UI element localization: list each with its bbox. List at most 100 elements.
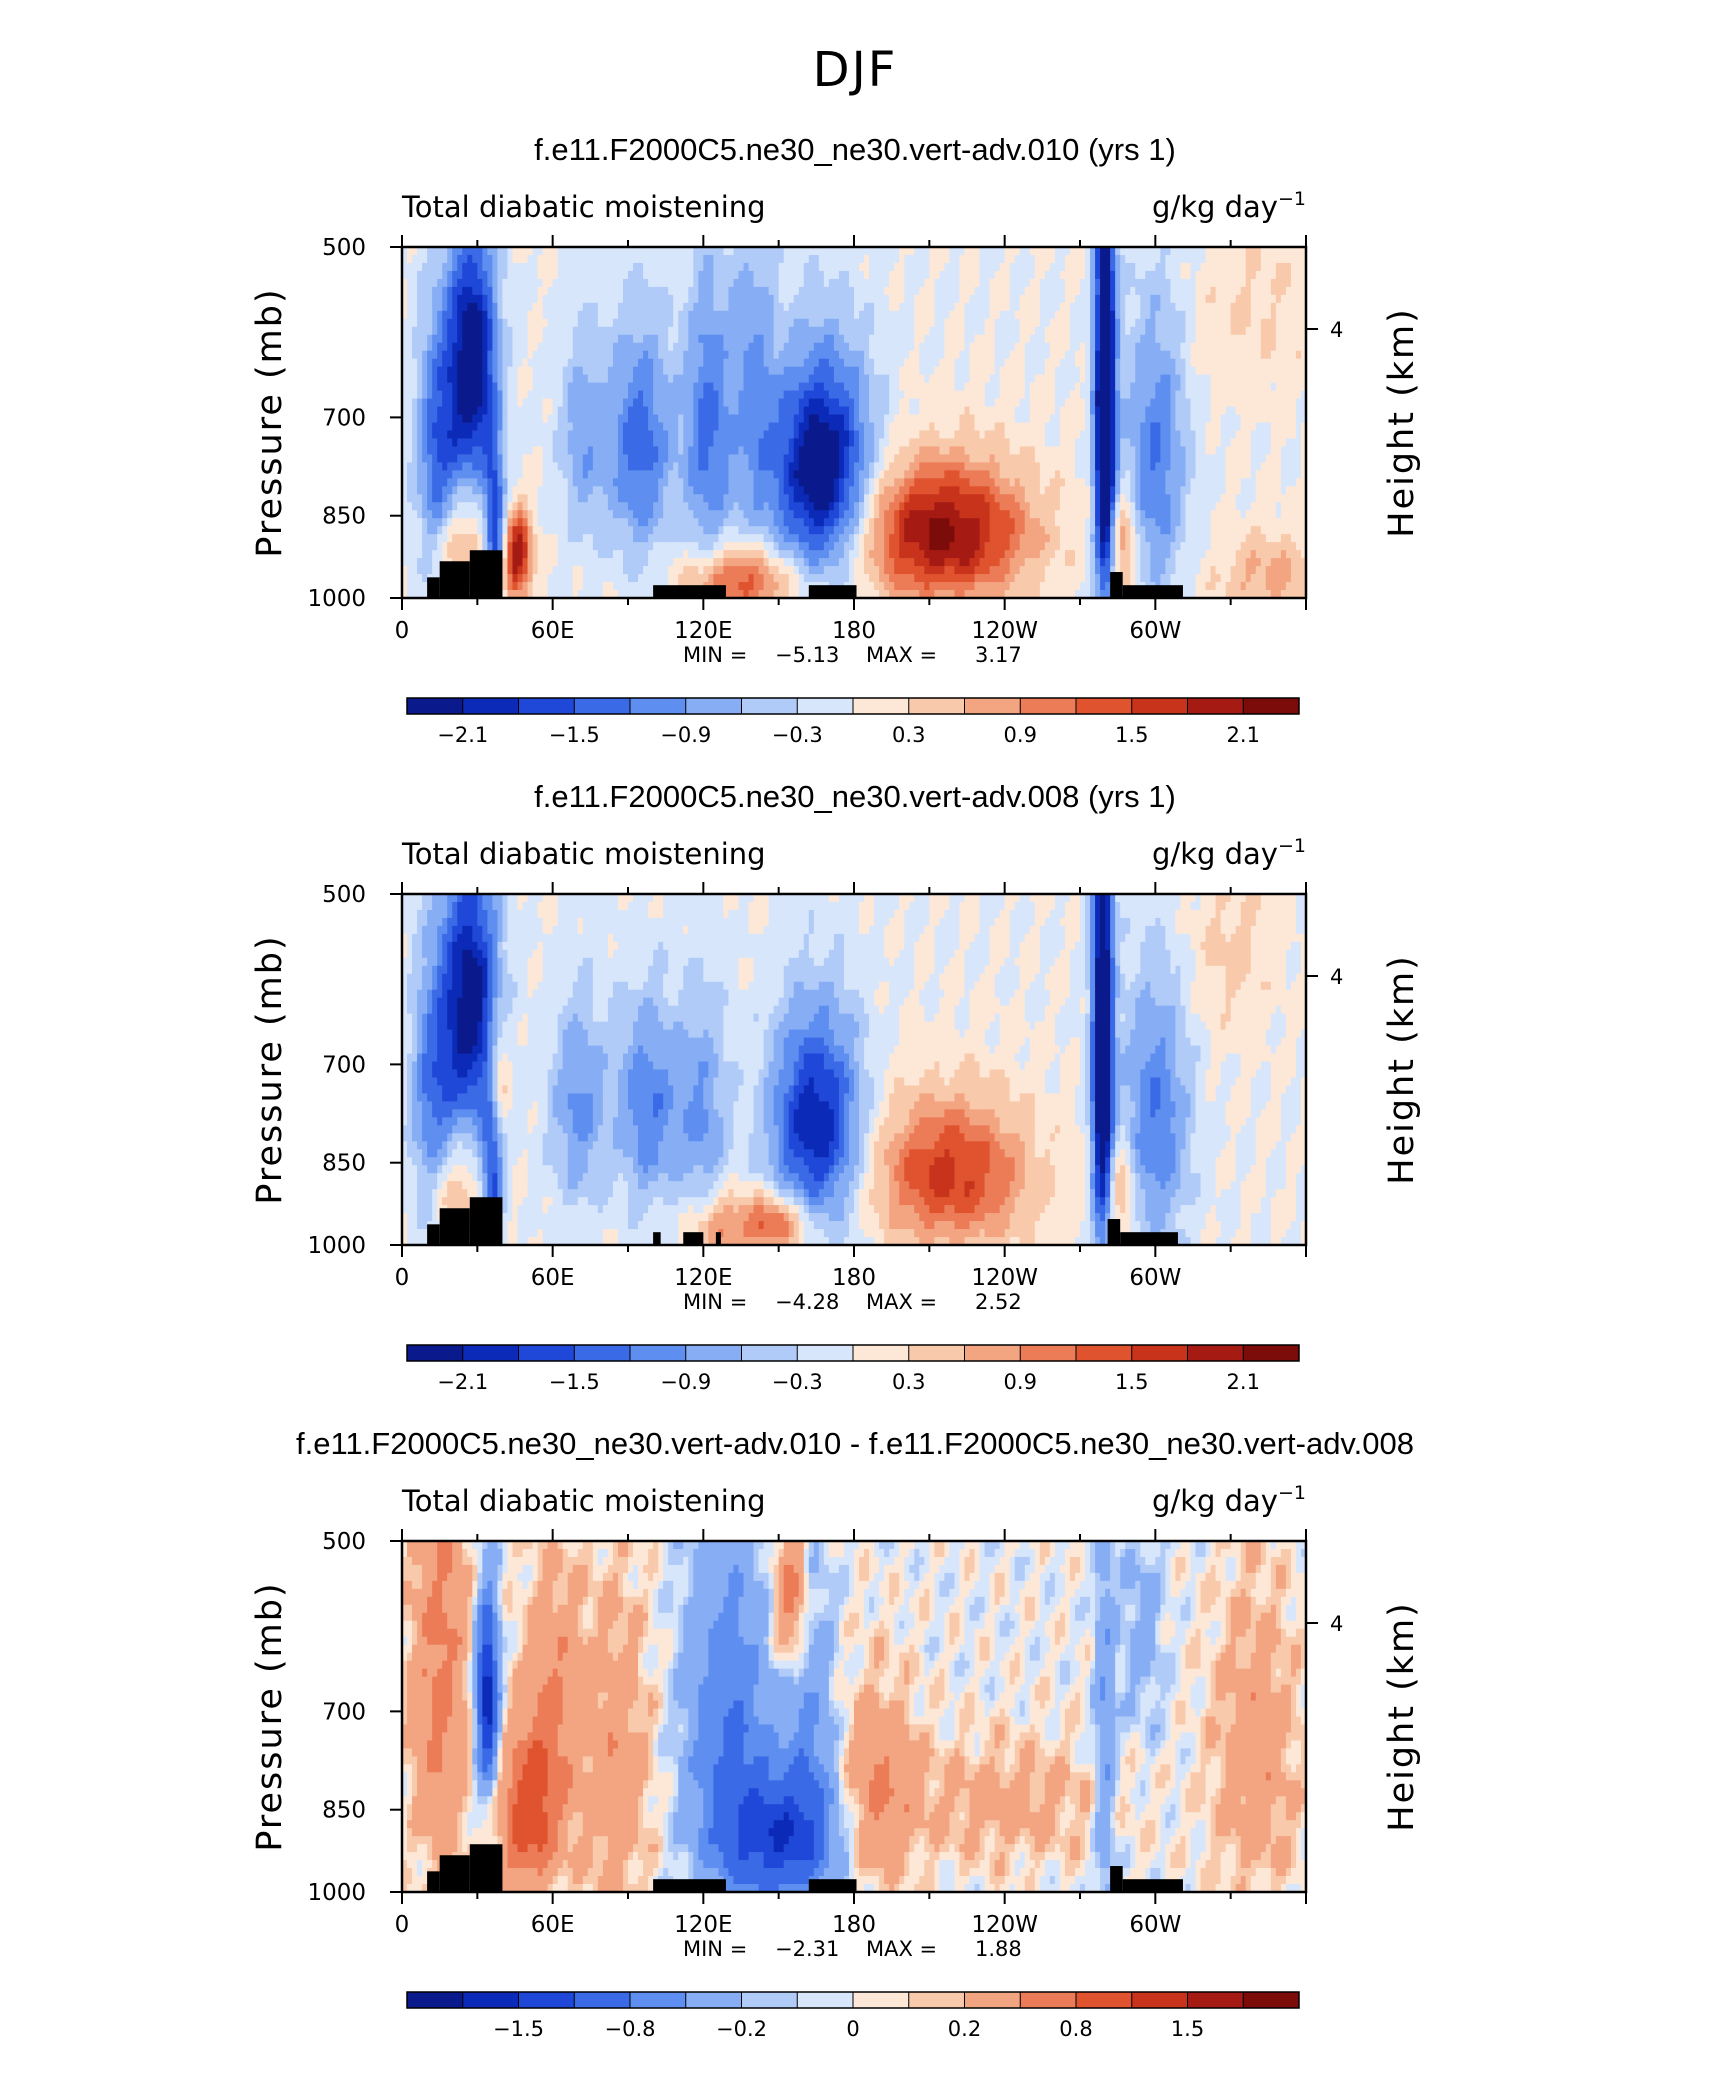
field-cell (523, 271, 529, 280)
field-cell (1231, 271, 1237, 280)
field-cell (1025, 287, 1031, 296)
field-cell (1185, 271, 1191, 280)
field-cell (1050, 287, 1056, 296)
field-cell (558, 271, 564, 280)
field-cell (442, 311, 448, 320)
field-cell (804, 327, 810, 336)
field-cell (839, 295, 845, 304)
field-cell (518, 279, 524, 288)
field-cell (578, 327, 584, 336)
field-cell (864, 271, 870, 280)
field-cell (608, 327, 614, 336)
field-cell (718, 271, 724, 280)
field-cell (703, 327, 709, 336)
field-cell (658, 263, 664, 272)
field-cell (975, 271, 981, 280)
field-cell (769, 271, 775, 280)
field-cell (1236, 319, 1242, 328)
field-cell (593, 271, 599, 280)
field-cell (874, 263, 880, 272)
field-cell (934, 247, 940, 256)
field-cell (1065, 327, 1071, 336)
field-cell (774, 295, 780, 304)
field-cell (733, 327, 739, 336)
field-cell (1221, 279, 1227, 288)
field-cell (1246, 295, 1252, 304)
field-cell (919, 295, 925, 304)
field-cell (528, 303, 534, 312)
field-cell (1085, 279, 1091, 288)
field-cell (427, 287, 433, 296)
field-cell (558, 319, 564, 328)
field-cell (412, 247, 418, 256)
field-cell (759, 287, 765, 296)
field-cell (884, 295, 890, 304)
field-cell (457, 287, 463, 296)
units-label: g/kg day−1 (1152, 188, 1306, 224)
field-cell (512, 271, 518, 280)
field-cell (1110, 263, 1116, 272)
field-cell (518, 311, 524, 320)
field-cell (1276, 295, 1282, 304)
field-cell (733, 319, 739, 328)
field-cell (407, 295, 413, 304)
field-cell (1105, 319, 1111, 328)
field-cell (713, 327, 719, 336)
field-cell (759, 303, 765, 312)
field-cell (618, 303, 624, 312)
field-cell (623, 303, 629, 312)
field-cell (1266, 295, 1272, 304)
field-cell (1065, 319, 1071, 328)
field-cell (1070, 295, 1076, 304)
field-cell (738, 247, 744, 256)
field-cell (904, 327, 910, 336)
field-cell (1241, 263, 1247, 272)
field-cell (432, 247, 438, 256)
field-cell (1226, 311, 1232, 320)
field-cell (528, 263, 534, 272)
field-cell (1175, 327, 1181, 336)
field-cell (603, 327, 609, 336)
field-cell (613, 271, 619, 280)
field-cell (1130, 263, 1136, 272)
field-cell (914, 255, 920, 264)
field-cell (482, 263, 488, 272)
field-cell (718, 311, 724, 320)
field-cell (543, 303, 549, 312)
field-cell (563, 311, 569, 320)
field-cell (824, 255, 830, 264)
field-cell (638, 303, 644, 312)
field-cell (1150, 247, 1156, 256)
field-cell (442, 279, 448, 288)
field-cell (990, 279, 996, 288)
field-cell (1115, 255, 1121, 264)
field-cell (528, 287, 534, 296)
field-cell (1015, 271, 1021, 280)
field-cell (618, 263, 624, 272)
field-cell (462, 319, 468, 328)
field-cell (643, 271, 649, 280)
field-cell (764, 295, 770, 304)
field-cell (1075, 287, 1081, 296)
field-cell (985, 271, 991, 280)
field-cell (1125, 287, 1131, 296)
field-cell (708, 295, 714, 304)
field-cell (869, 327, 875, 336)
field-cell (583, 255, 589, 264)
field-cell (970, 279, 976, 288)
field-cell (613, 311, 619, 320)
field-cell (1055, 319, 1061, 328)
field-cell (909, 327, 915, 336)
field-cell (904, 311, 910, 320)
field-cell (417, 327, 423, 336)
field-cell (764, 271, 770, 280)
field-cell (548, 295, 554, 304)
field-cell (723, 255, 729, 264)
field-cell (1075, 303, 1081, 312)
field-cell (638, 255, 644, 264)
field-cell (1155, 303, 1161, 312)
field-cell (573, 263, 579, 272)
field-cell (728, 255, 734, 264)
field-cell (884, 303, 890, 312)
field-cell (1035, 327, 1041, 336)
